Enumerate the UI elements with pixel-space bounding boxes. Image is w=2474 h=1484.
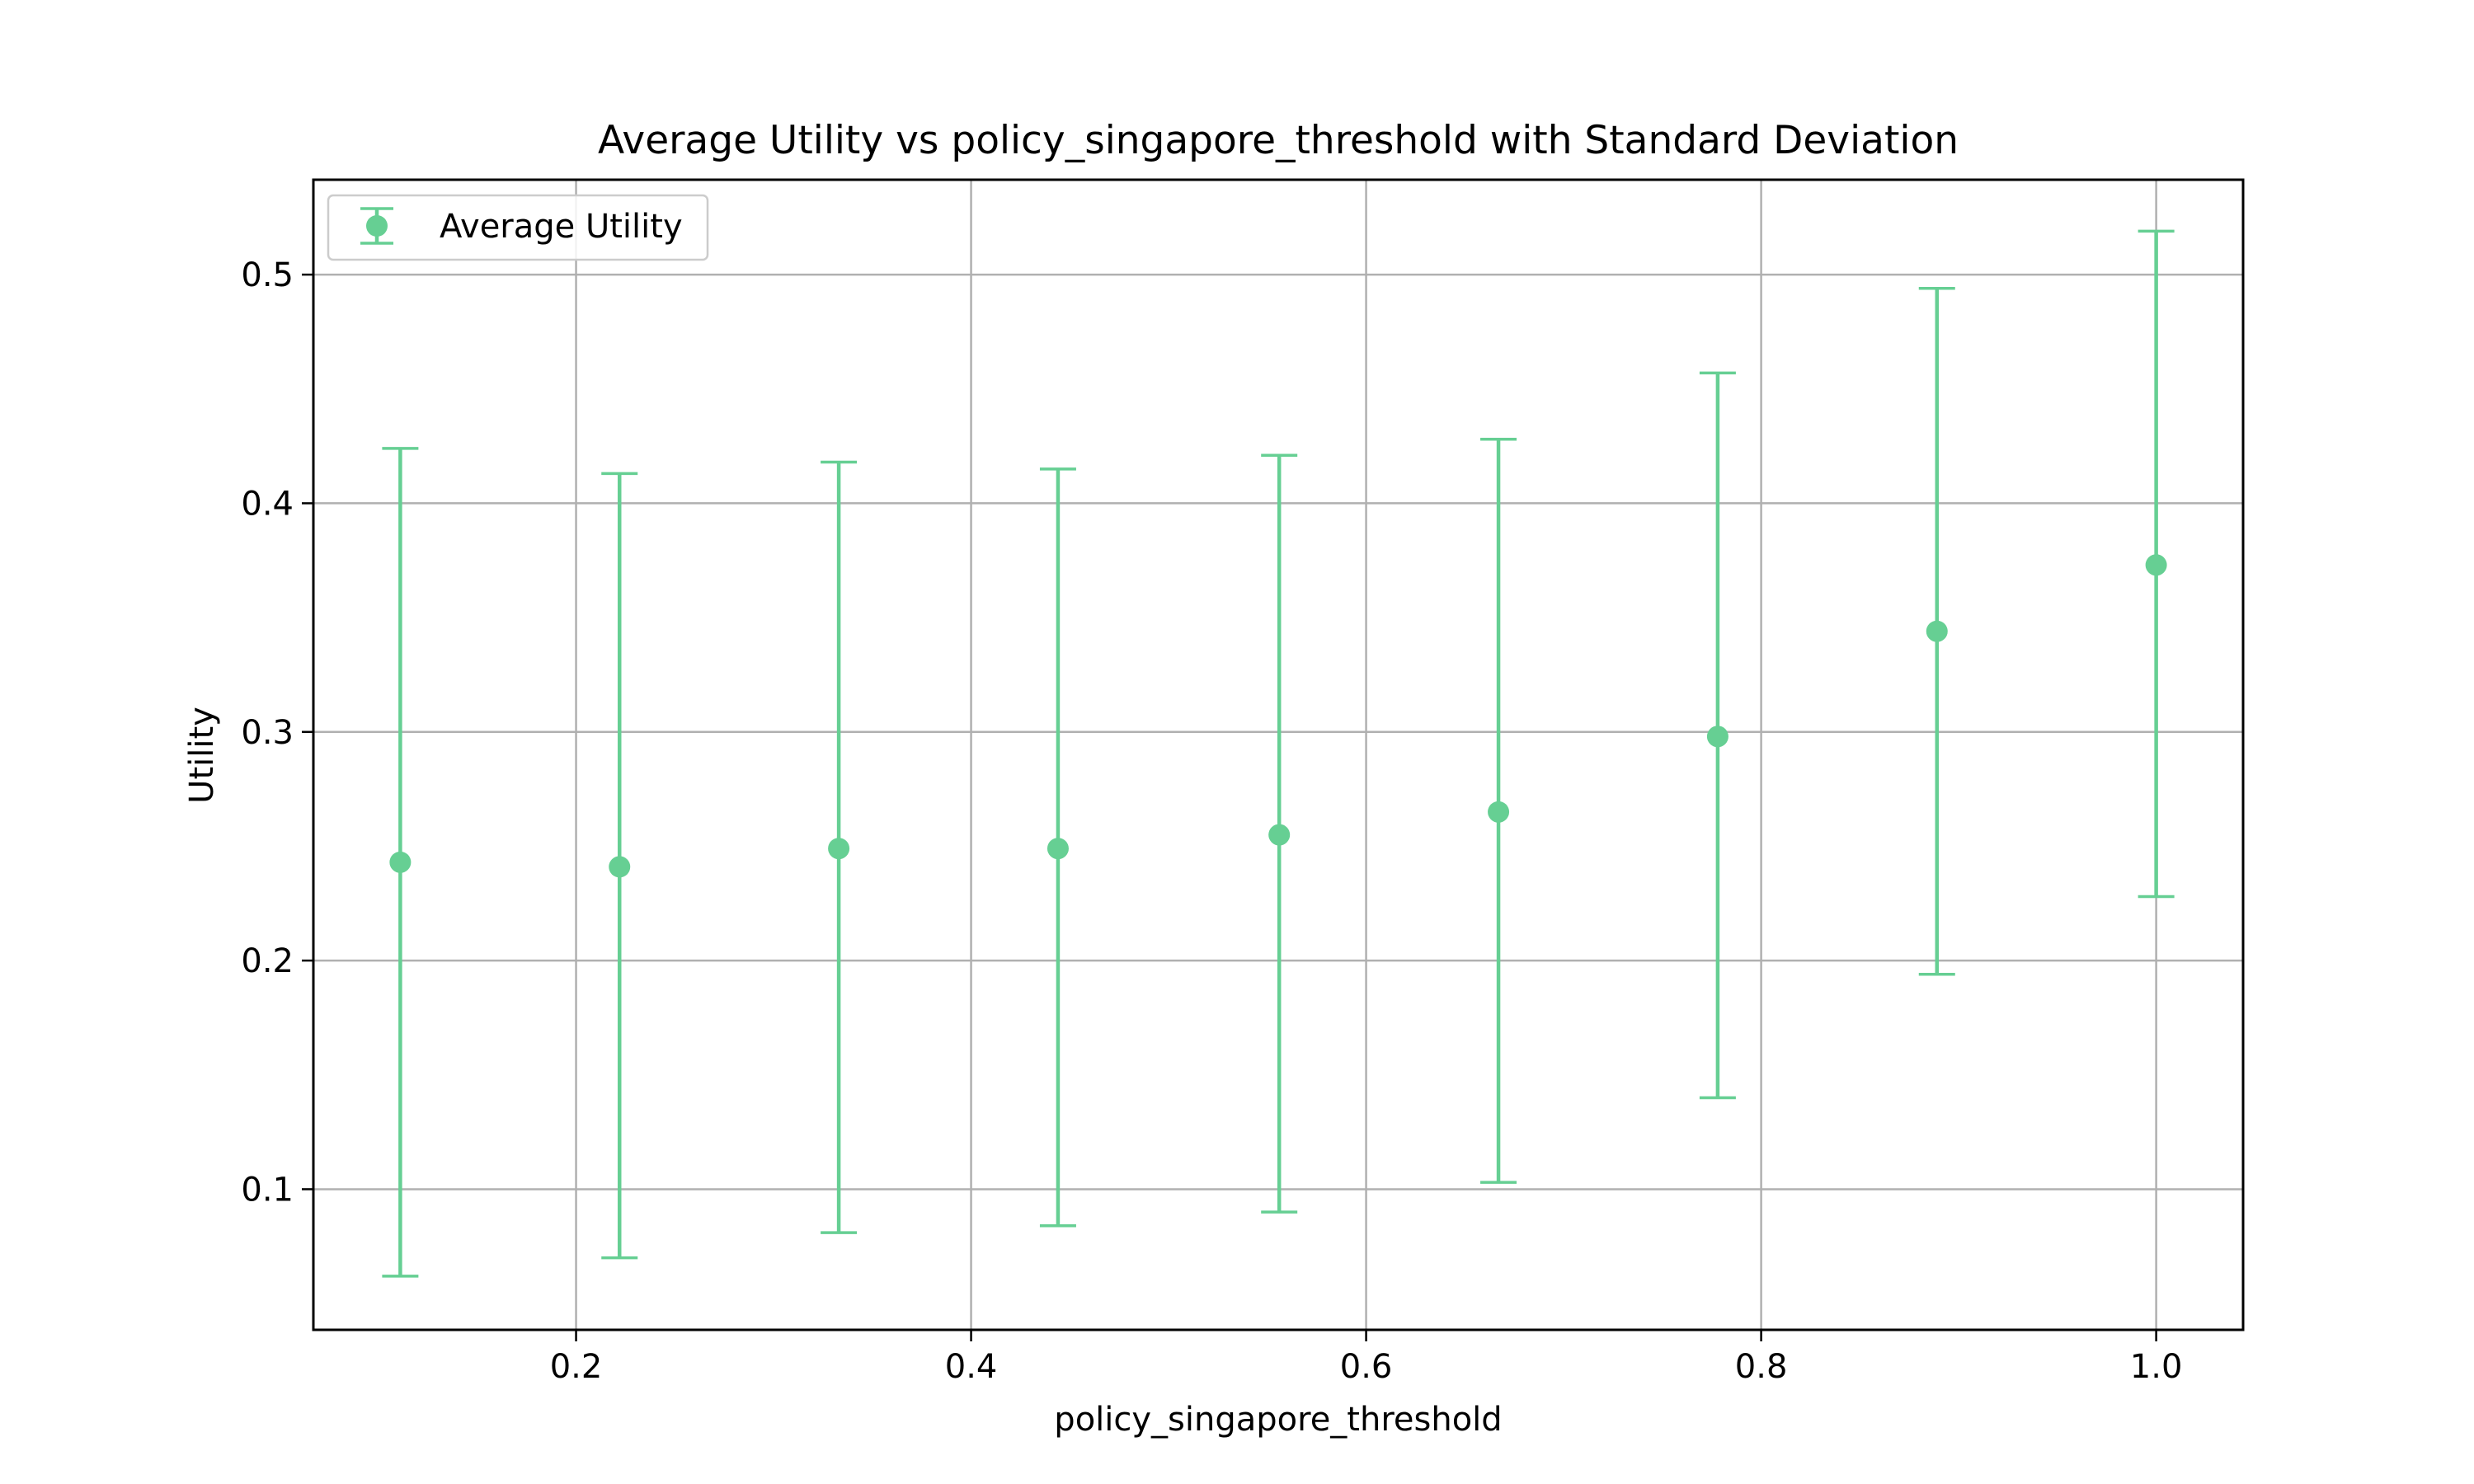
data-point xyxy=(828,838,850,860)
legend-label: Average Utility xyxy=(440,208,683,246)
data-point xyxy=(1047,838,1069,860)
legend: Average Utility xyxy=(327,194,709,261)
ticks: 0.2 0.4 0.6 0.8 1.0 0.1 0.2 0.3 0.4 0.5 xyxy=(241,256,2182,1386)
plot-frame xyxy=(312,178,2245,1331)
data-point xyxy=(1268,824,1291,846)
y-tick-label: 0.1 xyxy=(241,1171,294,1209)
data-point xyxy=(389,851,412,873)
data-point xyxy=(609,856,631,878)
legend-marker xyxy=(360,207,393,245)
error-bar-series xyxy=(382,229,2175,1278)
y-tick-label: 0.5 xyxy=(241,256,294,294)
legend-box xyxy=(327,194,709,261)
data-point xyxy=(1706,726,1729,748)
data-point xyxy=(1926,620,1948,642)
data-point xyxy=(1488,801,1510,823)
y-tick-label: 0.3 xyxy=(241,714,294,752)
y-tick-label: 0.2 xyxy=(241,942,294,980)
x-tick-label: 0.2 xyxy=(550,1348,603,1386)
legend-point xyxy=(366,215,388,237)
x-tick-label: 0.6 xyxy=(1340,1348,1393,1386)
y-axis-label: Utility xyxy=(183,707,221,804)
chart-title: Average Utility vs policy_singapore_thre… xyxy=(598,118,1959,163)
data-point xyxy=(2145,554,2167,576)
x-tick-label: 1.0 xyxy=(2130,1348,2183,1386)
x-tick-label: 0.8 xyxy=(1735,1348,1788,1386)
x-tick-label: 0.4 xyxy=(945,1348,998,1386)
x-axis-label: policy_singapore_threshold xyxy=(1054,1401,1502,1439)
y-tick-label: 0.4 xyxy=(241,485,294,523)
